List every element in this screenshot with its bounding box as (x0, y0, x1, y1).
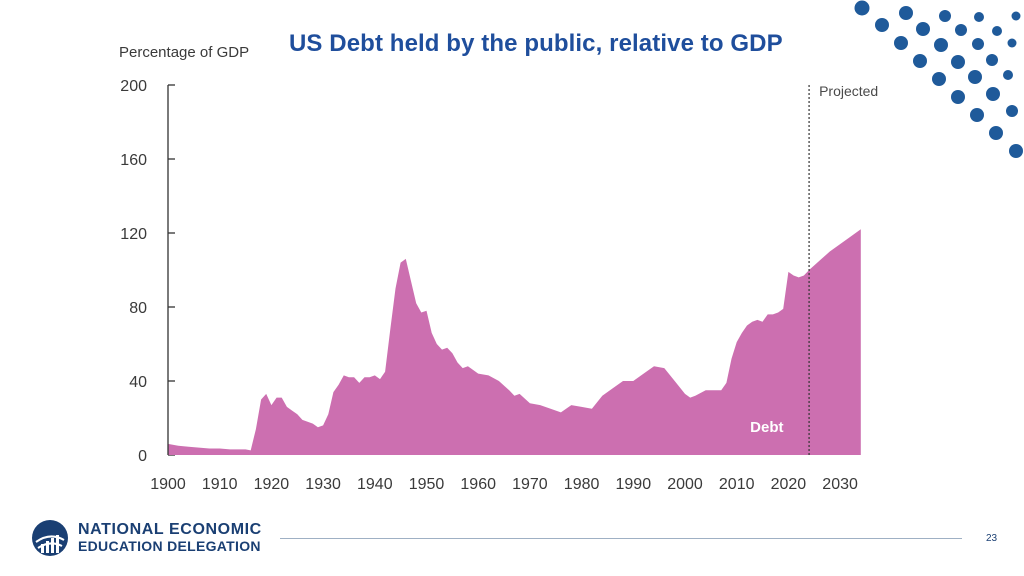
x-tick-label: 1950 (409, 476, 445, 493)
y-axis: 0 40 80 120 160 200 (120, 78, 175, 465)
decorative-dot (974, 12, 984, 22)
decorative-dot (968, 70, 982, 84)
decorative-dot (1011, 11, 1021, 21)
decorative-dot (1007, 38, 1017, 48)
decorative-dot (986, 87, 1000, 101)
globe-logo-icon (32, 520, 68, 556)
x-tick-label: 1970 (512, 476, 548, 493)
decorative-dot (1003, 70, 1013, 80)
x-axis: 1900 1910 1920 1930 1940 1950 1960 1970 1980 1990… (150, 476, 858, 493)
logo-text-line2: EDUCATION DELEGATION (78, 538, 261, 554)
decorative-dot (951, 55, 965, 69)
x-tick-label: 1930 (305, 476, 341, 493)
logo-text-line1: NATIONAL ECONOMIC (78, 521, 262, 538)
x-tick-label: 1990 (616, 476, 652, 493)
x-tick-label: 1960 (460, 476, 496, 493)
decorative-dot (970, 108, 984, 122)
logo: NATIONAL ECONOMIC EDUCATION DELEGATION (30, 518, 262, 558)
decorative-dot (939, 10, 951, 22)
decorative-dot (1006, 105, 1018, 117)
decorative-dot (1009, 144, 1023, 158)
decorative-dot (916, 22, 930, 36)
decorative-dot (972, 38, 984, 50)
decorative-dot (955, 24, 967, 36)
y-tick-label: 120 (120, 226, 147, 243)
x-tick-label: 2030 (822, 476, 858, 493)
decorative-dots (854, 0, 1023, 158)
x-tick-label: 1980 (564, 476, 600, 493)
decorative-dot (894, 36, 908, 50)
y-tick-label: 0 (138, 448, 147, 465)
x-tick-label: 2010 (719, 476, 755, 493)
decorative-dot (932, 72, 946, 86)
decorative-dot (854, 0, 870, 16)
x-tick-label: 2000 (667, 476, 703, 493)
page-number: 23 (986, 533, 998, 544)
y-axis-label: Percentage of GDP (119, 44, 249, 61)
x-tick-label: 1940 (357, 476, 393, 493)
projected-label: Projected (819, 83, 878, 99)
y-tick-label: 160 (120, 152, 147, 169)
x-tick-label: 2020 (771, 476, 807, 493)
x-tick-label: 1900 (150, 476, 186, 493)
decorative-dot (934, 38, 948, 52)
debt-area (168, 229, 861, 455)
decorative-dot (986, 54, 998, 66)
decorative-dot (989, 126, 1003, 140)
y-tick-label: 40 (129, 374, 147, 391)
x-tick-label: 1910 (202, 476, 238, 493)
decorative-dot (875, 18, 889, 32)
y-tick-label: 80 (129, 300, 147, 317)
decorative-dot (913, 54, 927, 68)
decorative-dot (951, 90, 965, 104)
slide-title: US Debt held by the public, relative to … (289, 30, 783, 57)
decorative-dot (899, 6, 913, 20)
debt-series-label: Debt (750, 419, 783, 436)
x-tick-label: 1920 (254, 476, 290, 493)
y-tick-label: 200 (120, 78, 147, 95)
footer-divider (280, 538, 962, 539)
decorative-dot (992, 26, 1002, 36)
